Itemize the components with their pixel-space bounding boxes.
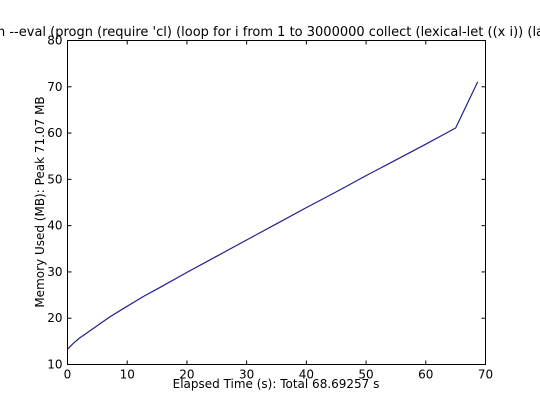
y-tick-label: 40 [47,219,62,233]
y-tick-label: 60 [47,126,62,140]
x-tick-label: 20 [179,368,194,382]
x-axis-ticks: 0 10 20 30 40 50 60 70 [64,40,493,382]
y-tick-label: 80 [47,34,62,48]
chart-title: emacs --batch --eval (progn (require 'cl… [0,25,540,40]
y-axis-label: Memory Used (MB): Peak 71.07 MB [33,96,47,307]
y-tick-label: 70 [47,80,62,94]
plot-frame [67,40,486,365]
y-tick-label: 50 [47,172,62,186]
y-axis-ticks: 10 20 30 40 50 60 70 80 [47,34,486,372]
x-tick-label: 60 [418,368,433,382]
x-tick-label: 70 [478,368,493,382]
plot-area [67,40,486,365]
y-tick-label: 20 [47,311,62,325]
x-tick-label: 30 [239,368,254,382]
x-tick-label: 10 [120,368,135,382]
x-tick-label: 0 [64,368,72,382]
y-tick-label: 30 [47,265,62,279]
x-axis-label: Elapsed Time (s): Total 68.69257 s [173,377,380,391]
y-tick-label: 10 [47,358,62,372]
series-line-memory-used [67,81,479,350]
x-tick-label: 40 [299,368,314,382]
x-tick-label: 50 [358,368,373,382]
